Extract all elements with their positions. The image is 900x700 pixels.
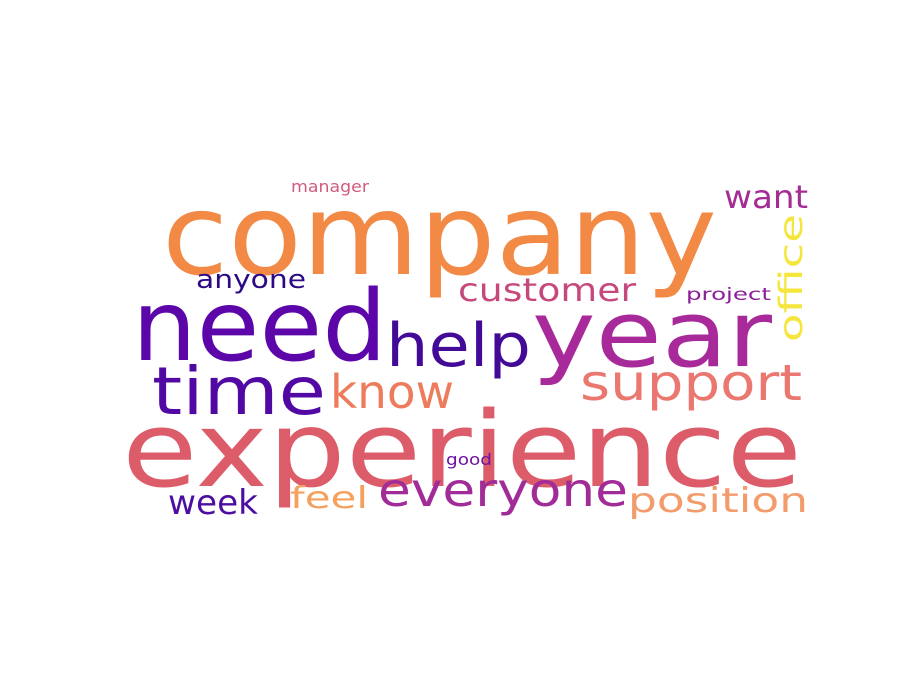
word-know: know: [330, 365, 454, 419]
word-help: help: [386, 311, 531, 381]
word-week: week: [168, 483, 258, 523]
word-company: company: [162, 171, 717, 301]
word-experience: experience: [122, 389, 802, 511]
word-anyone: anyone: [196, 265, 306, 295]
word-office: office: [772, 214, 810, 342]
word-want: want: [724, 178, 808, 216]
word-customer: customer: [458, 271, 637, 309]
word-need: need: [132, 270, 387, 384]
word-support: support: [580, 354, 802, 412]
word-time: time: [152, 353, 326, 430]
word-feel: feel: [290, 481, 368, 516]
word-manager: manager: [291, 177, 369, 196]
word-year: year: [532, 281, 772, 388]
word-everyone: everyone: [378, 463, 628, 517]
word-project: project: [686, 285, 771, 305]
word-good: good: [446, 450, 492, 469]
word-position: position: [628, 481, 808, 521]
